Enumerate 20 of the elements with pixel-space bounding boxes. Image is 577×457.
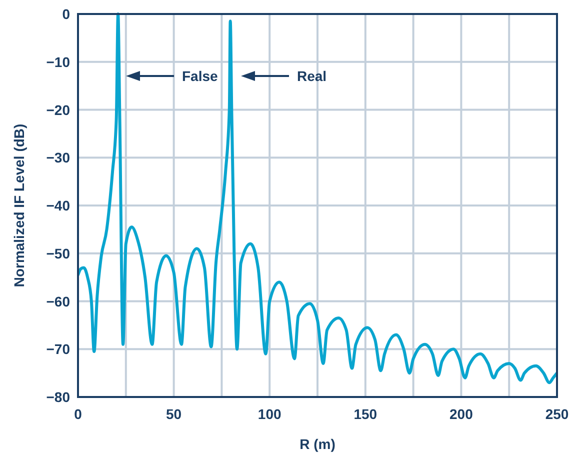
x-tick-label: 50: [166, 406, 182, 422]
x-tick-label: 100: [258, 406, 282, 422]
x-tick-label: 150: [354, 406, 378, 422]
y-tick-label: −10: [46, 54, 70, 70]
line-series: [78, 12, 557, 384]
y-tick-label: −60: [46, 293, 70, 310]
x-tick-label: 250: [545, 406, 569, 422]
y-tick-label: −50: [46, 245, 70, 262]
y-tick-label: −40: [46, 198, 70, 214]
y-tick-label: 0: [62, 6, 70, 22]
y-tick-label: −70: [46, 341, 70, 358]
annotation: Real: [297, 68, 327, 84]
x-tick-label: 0: [74, 406, 82, 422]
y-tick-label: −20: [46, 102, 70, 118]
y-axis-title: Normalized IF Level (dB): [11, 124, 27, 288]
annotation: False: [182, 68, 218, 84]
y-tick-label: −30: [46, 150, 70, 166]
x-tick-label: 200: [450, 406, 474, 422]
x-axis-title: R (m): [300, 436, 336, 452]
y-tick-label: −80: [46, 389, 70, 405]
